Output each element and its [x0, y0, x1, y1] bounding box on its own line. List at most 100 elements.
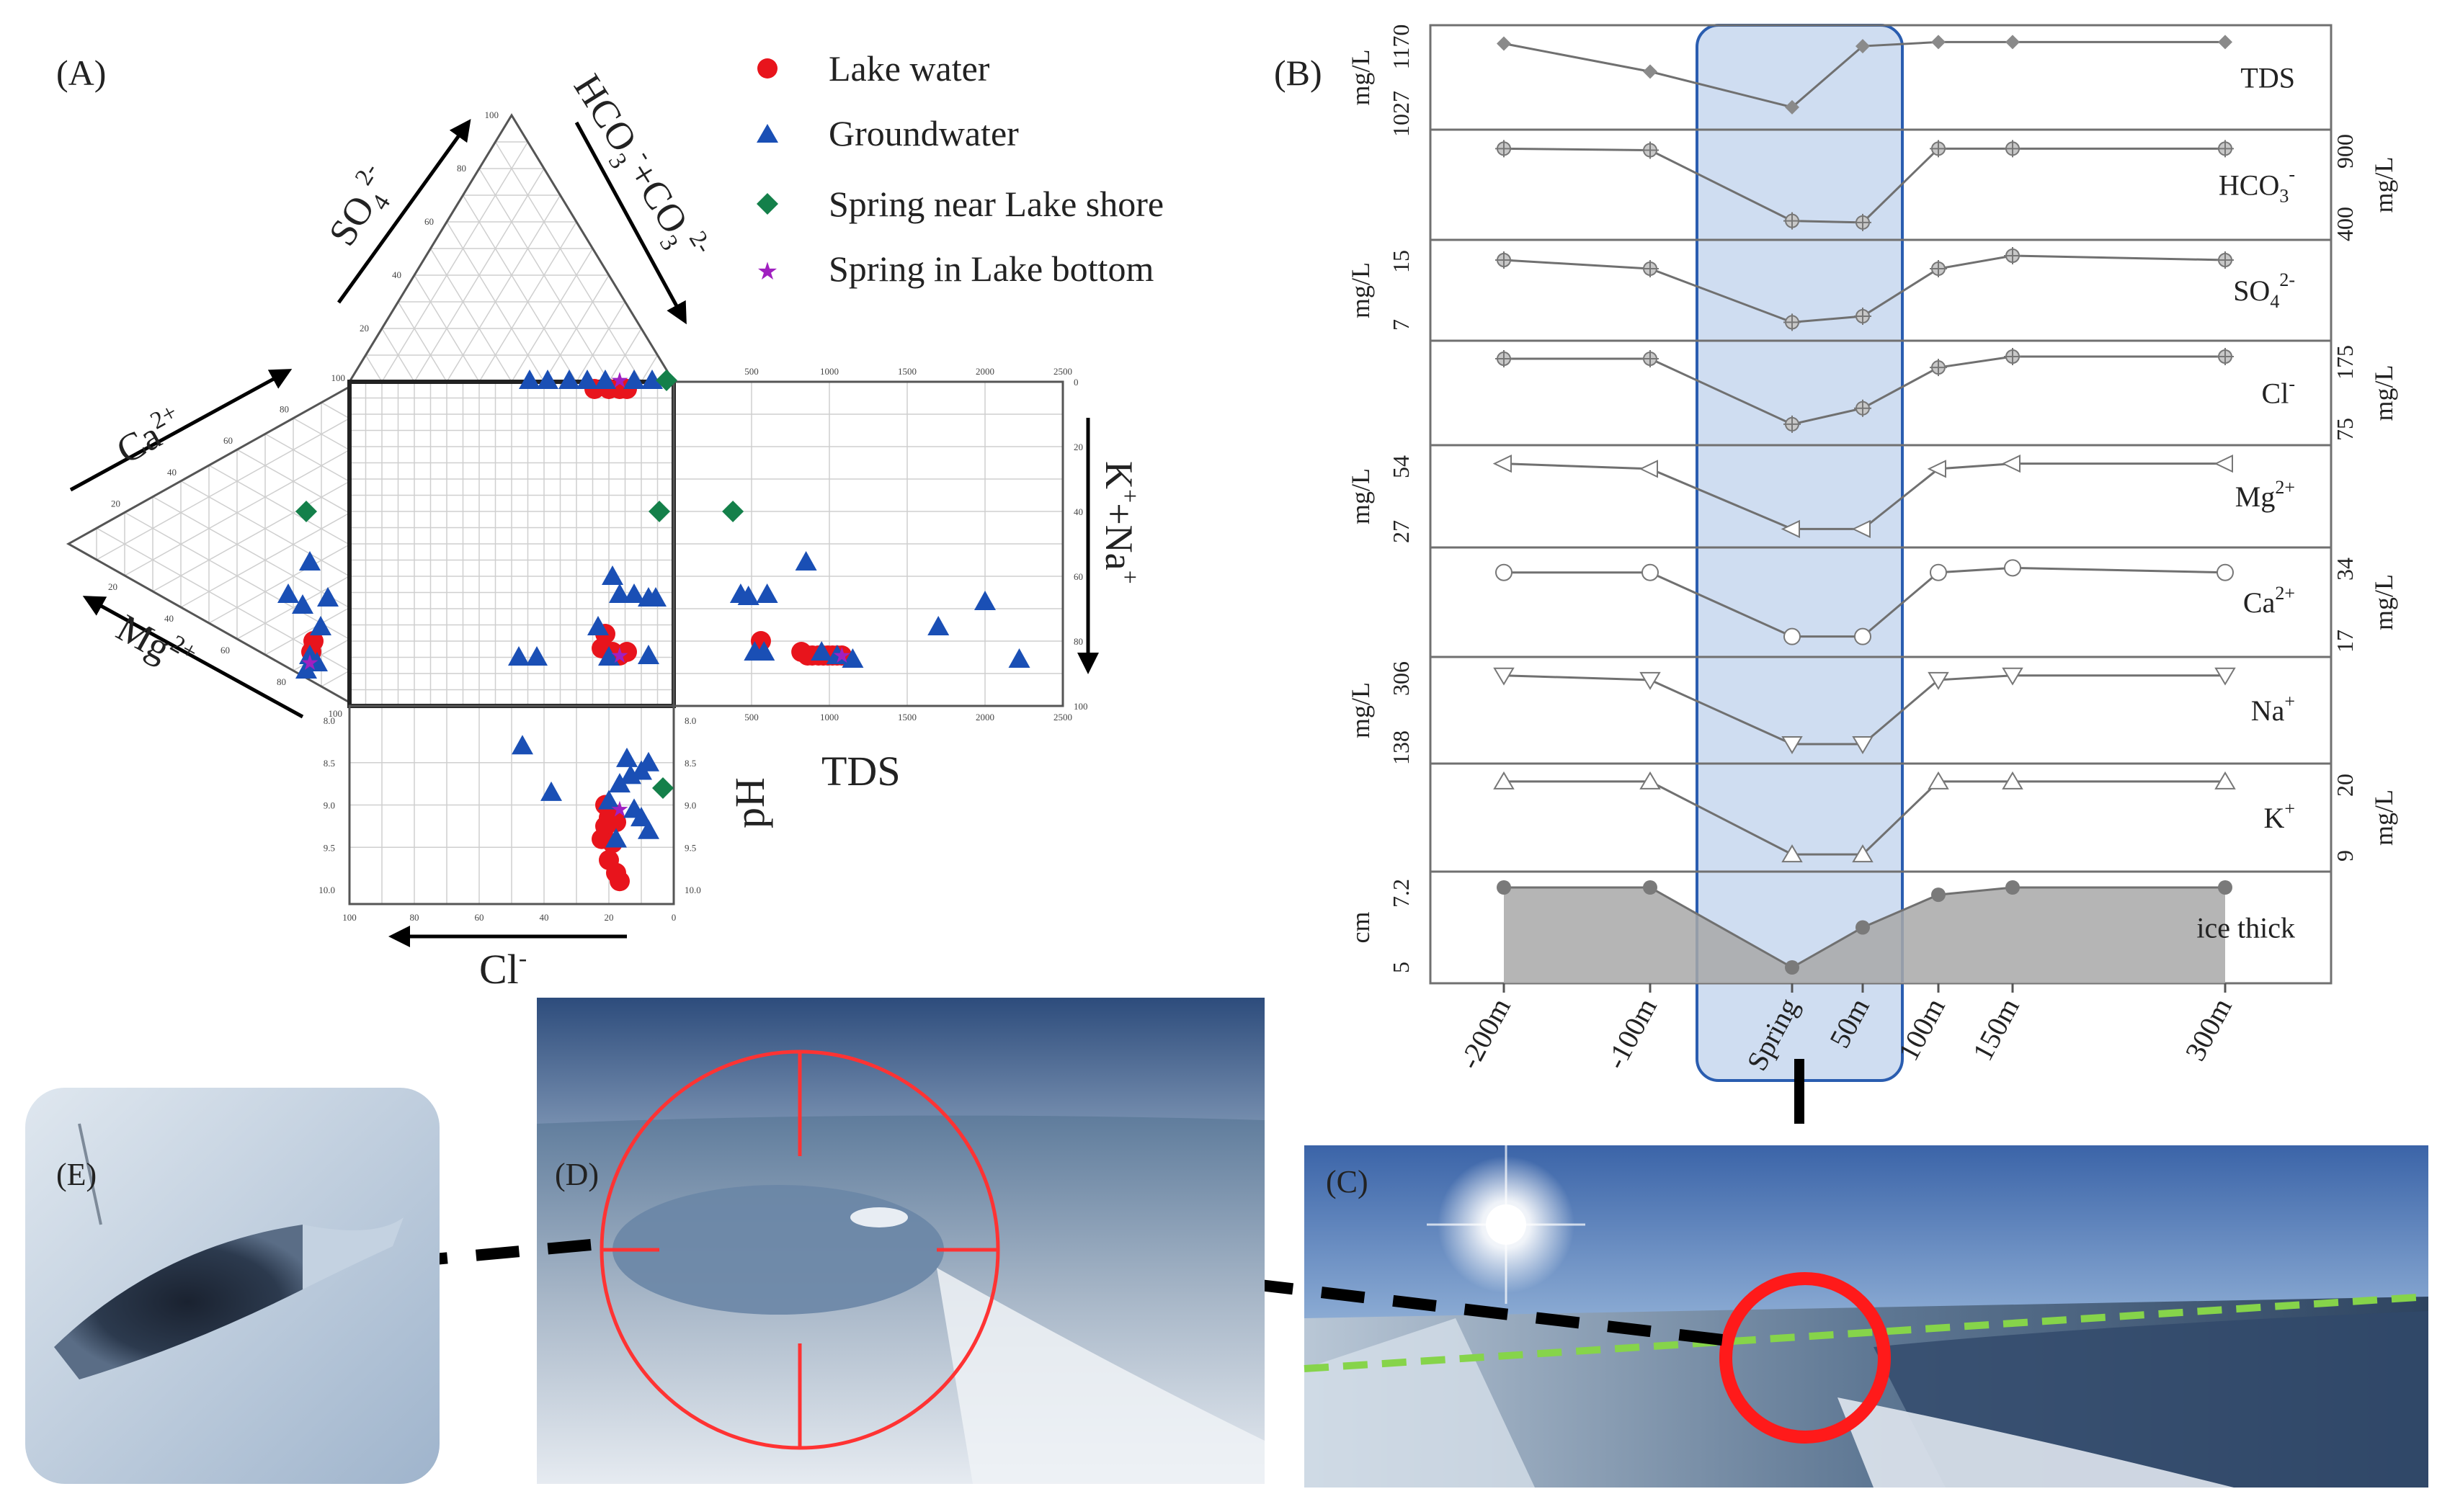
tds-plot-grid	[674, 382, 1063, 706]
cation-groundwater-point	[317, 587, 339, 607]
series-marker	[1855, 39, 1870, 54]
anion-grid-line	[381, 141, 529, 383]
tds-tick-bottom: 1500	[898, 712, 917, 723]
anion-groundwater-point	[576, 370, 598, 389]
photo-e-label: (E)	[56, 1157, 97, 1192]
panel-b-label: (B)	[1274, 53, 1322, 93]
legend-marker-spring-bottom: ★	[757, 259, 778, 285]
series-marker	[1641, 141, 1659, 159]
tds-spring-bottom-point: ★	[832, 644, 852, 668]
series-name: HCO3-	[2219, 164, 2295, 207]
legend-marker-groundwater	[757, 124, 778, 143]
kna-tick: 20	[1074, 442, 1083, 452]
legend-marker-lake	[757, 58, 778, 79]
series-marker	[1495, 563, 1512, 581]
x-tick-label: -200m	[1453, 993, 1517, 1074]
series-marker	[2218, 35, 2232, 50]
series-marker	[1639, 671, 1661, 690]
ph-tick-right: 10.0	[685, 885, 701, 895]
row-tick-low: 27	[1388, 520, 1414, 543]
row-unit: mg/L	[1346, 262, 1375, 318]
row-tick-low: 7	[1388, 319, 1414, 331]
kna-tick: 100	[1074, 701, 1088, 712]
series-marker	[1783, 415, 1801, 433]
tds-axis-label: TDS	[821, 748, 901, 795]
row-unit: mg/L	[1346, 468, 1375, 524]
series-name: TDS	[2240, 62, 2295, 94]
row-tick-high: 34	[2332, 558, 2358, 581]
square-lake-point	[617, 642, 637, 662]
series-marker	[2004, 348, 2021, 365]
kna-tick: 80	[1074, 636, 1083, 647]
anion-grid-line	[397, 301, 447, 383]
series-marker	[1493, 667, 1515, 686]
series-marker	[1495, 140, 1512, 158]
anion-spring-shore-point	[656, 370, 677, 391]
panel-a-points: ★ ★ ★ ★ ★	[277, 369, 1030, 892]
ph-plot-frame	[348, 704, 675, 905]
square-spring-shore-point	[649, 501, 670, 522]
tds-tick-top: 500	[744, 366, 759, 377]
ca-tick: 60	[223, 435, 233, 446]
so4-axis-arrow	[337, 119, 471, 304]
square-spring-bottom-point: ★	[610, 644, 630, 668]
series-name: Mg2+	[2235, 477, 2295, 513]
tds-groundwater-point	[842, 648, 864, 668]
legend-label-groundwater: Groundwater	[829, 113, 1019, 153]
row-tick-high: 15	[1388, 250, 1414, 273]
anion-groundwater-point	[519, 370, 540, 389]
photo-c-lake-panorama: (C)	[1304, 1145, 2429, 1488]
ph-lake-point	[610, 871, 630, 892]
tds-tick-top: 1500	[898, 366, 917, 377]
ph-groundwater-point	[620, 764, 641, 784]
square-groundwater-point	[638, 645, 659, 664]
so4-tick: 100	[485, 109, 499, 120]
row-tick-low: 1027	[1388, 91, 1414, 137]
so4-tick: 20	[360, 323, 369, 334]
series-name: SO42-	[2233, 269, 2295, 312]
ice-hole	[54, 1225, 321, 1379]
cation-grid-line	[208, 544, 350, 624]
series-marker	[2218, 880, 2232, 895]
series-marker	[1493, 771, 1515, 789]
mg-tick: 60	[220, 645, 230, 656]
anion-grid-line	[446, 194, 561, 383]
cation-triangle-grid	[96, 402, 350, 687]
series-marker	[1497, 880, 1511, 895]
square-groundwater-point	[623, 583, 645, 603]
anion-groundwater-point	[641, 370, 663, 389]
cation-lake-point	[303, 631, 324, 651]
ph-tick-right: 8.5	[685, 758, 696, 769]
tds-groundwater-point	[927, 616, 950, 635]
tds-tick-bottom: 500	[744, 712, 759, 723]
tds-tick-top: 2500	[1053, 366, 1072, 377]
series-marker	[1854, 627, 1871, 645]
hco3-axis-arrow	[574, 121, 687, 325]
series-marker	[1643, 880, 1657, 895]
cation-grid-line	[208, 465, 350, 545]
cl-tick: 60	[475, 912, 484, 923]
so4-tick: 40	[392, 269, 401, 280]
cation-groundwater-point	[310, 616, 331, 635]
panel-b-rows: TDS 1027 1170 mg/L HCO3- 400 900 mg/L SO42- 7 15 mg…	[1346, 24, 2398, 985]
series-marker	[1930, 359, 1947, 377]
row-tick-low: 75	[2332, 418, 2358, 441]
series-marker	[1781, 736, 1803, 755]
x-tick-label: 300m	[2178, 993, 2238, 1066]
mg-tick: 40	[164, 613, 174, 624]
series-marker	[2214, 667, 2236, 686]
mg-tick: 20	[108, 581, 117, 592]
square-groundwater-point	[587, 616, 609, 635]
legend-marker-spring-shore	[757, 193, 778, 215]
series-marker	[1854, 399, 1871, 417]
cation-spring-bottom-point: ★	[300, 651, 320, 675]
ice-thickness-area	[1504, 887, 2225, 983]
row-tick-high: 175	[2332, 345, 2358, 380]
tds-groundwater-point	[811, 641, 833, 661]
series-marker	[1930, 563, 1947, 581]
mg-tick: 100	[329, 708, 343, 719]
series-marker	[1854, 213, 1871, 231]
cation-grid-line	[264, 433, 350, 483]
ca-tick: 80	[280, 404, 289, 415]
ph-groundwater-point	[512, 735, 533, 755]
